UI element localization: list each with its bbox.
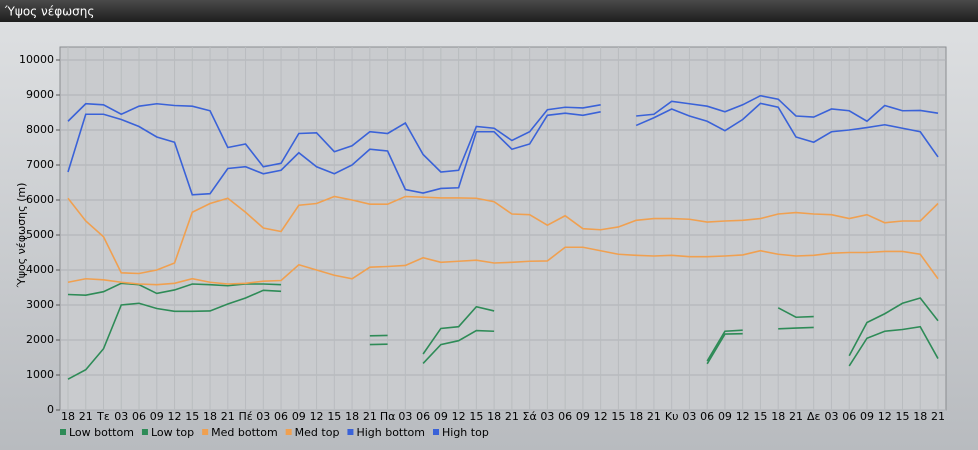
- legend-label: Med top: [295, 426, 340, 439]
- x-tick-label: 21: [647, 410, 661, 423]
- x-tick-label: 06: [132, 410, 146, 423]
- x-tick-label: 12: [168, 410, 182, 423]
- x-tick-label: 06: [700, 410, 714, 423]
- x-tick-label: 21: [789, 410, 803, 423]
- x-tick-label: 15: [327, 410, 341, 423]
- x-tick-label: 12: [310, 410, 324, 423]
- x-tick-label: 18: [345, 410, 359, 423]
- x-tick-label: 03: [540, 410, 554, 423]
- legend-swatch: [347, 429, 354, 435]
- x-tick-label: Πέ: [238, 410, 252, 423]
- y-tick-label: 0: [47, 403, 54, 416]
- title-bar: [0, 0, 978, 22]
- y-tick-label: 4000: [26, 263, 54, 276]
- x-tick-label: 15: [185, 410, 199, 423]
- x-tick-label: 15: [753, 410, 767, 423]
- x-tick-label: Σά: [523, 410, 537, 423]
- x-tick-label: 09: [860, 410, 874, 423]
- x-tick-label: Πα: [380, 410, 396, 423]
- legend-swatch: [202, 429, 209, 435]
- x-tick-label: 09: [576, 410, 590, 423]
- series-line: [67, 195, 939, 275]
- x-tick-label: 09: [292, 410, 306, 423]
- x-tick-label: 21: [931, 410, 945, 423]
- x-tick-label: 18: [629, 410, 643, 423]
- x-tick-label: 15: [611, 410, 625, 423]
- x-tick-label: 03: [256, 410, 270, 423]
- legend-label: Low top: [151, 426, 194, 439]
- x-tick-label: 18: [61, 410, 75, 423]
- y-tick-label: 5000: [26, 228, 54, 241]
- x-tick-label: 06: [558, 410, 572, 423]
- x-tick-label: 18: [771, 410, 785, 423]
- legend-swatch: [60, 429, 66, 435]
- x-tick-label: 12: [452, 410, 466, 423]
- x-tick-label: 18: [913, 410, 927, 423]
- y-tick-label: 7000: [26, 158, 54, 171]
- chart-title: Ύψος νέφωσης: [4, 5, 94, 19]
- y-axis-label: Ύψος νέφωσης (m): [15, 183, 28, 289]
- x-tick-label: 12: [594, 410, 608, 423]
- legend-swatch: [433, 429, 439, 435]
- x-tick-label: 15: [469, 410, 483, 423]
- x-tick-label: 09: [718, 410, 732, 423]
- x-tick-label: 12: [736, 410, 750, 423]
- x-tick-label: 15: [895, 410, 909, 423]
- legend-label: Low bottom: [69, 426, 134, 439]
- y-tick-label: 3000: [26, 298, 54, 311]
- x-tick-label: 21: [221, 410, 235, 423]
- series-line: [67, 94, 939, 173]
- legend-label: High bottom: [356, 426, 425, 439]
- x-tick-label: 06: [416, 410, 430, 423]
- y-tick-label: 9000: [26, 88, 54, 101]
- x-tick-label: 09: [434, 410, 448, 423]
- x-tick-label: 06: [842, 410, 856, 423]
- x-tick-label: 06: [274, 410, 288, 423]
- series-line: [67, 246, 939, 286]
- y-tick-label: 1000: [26, 368, 54, 381]
- x-tick-label: 18: [487, 410, 501, 423]
- x-tick-label: 09: [150, 410, 164, 423]
- legend-label: Med bottom: [211, 426, 278, 439]
- y-tick-label: 2000: [26, 333, 54, 346]
- legend-swatch: [285, 429, 292, 435]
- series-line: [67, 289, 939, 380]
- x-tick-label: 21: [505, 410, 519, 423]
- series-line: [67, 282, 939, 362]
- series-line: [67, 102, 939, 196]
- x-tick-label: 21: [363, 410, 377, 423]
- legend-swatch: [141, 429, 148, 435]
- y-tick-label: 10000: [19, 53, 54, 66]
- legend-label: High top: [442, 426, 489, 439]
- x-tick-label: Δε: [807, 410, 821, 423]
- x-tick-label: 18: [203, 410, 217, 423]
- x-tick-label: 03: [114, 410, 128, 423]
- x-tick-label: 03: [682, 410, 696, 423]
- x-tick-label: 12: [878, 410, 892, 423]
- plot-area: [59, 46, 947, 411]
- x-tick-label: 21: [79, 410, 93, 423]
- y-tick-label: 8000: [26, 123, 54, 136]
- x-tick-label: Κυ: [665, 410, 679, 423]
- x-tick-label: 03: [398, 410, 412, 423]
- y-tick-label: 6000: [26, 193, 54, 206]
- x-tick-label: Τε: [96, 410, 110, 423]
- x-tick-label: 03: [824, 410, 838, 423]
